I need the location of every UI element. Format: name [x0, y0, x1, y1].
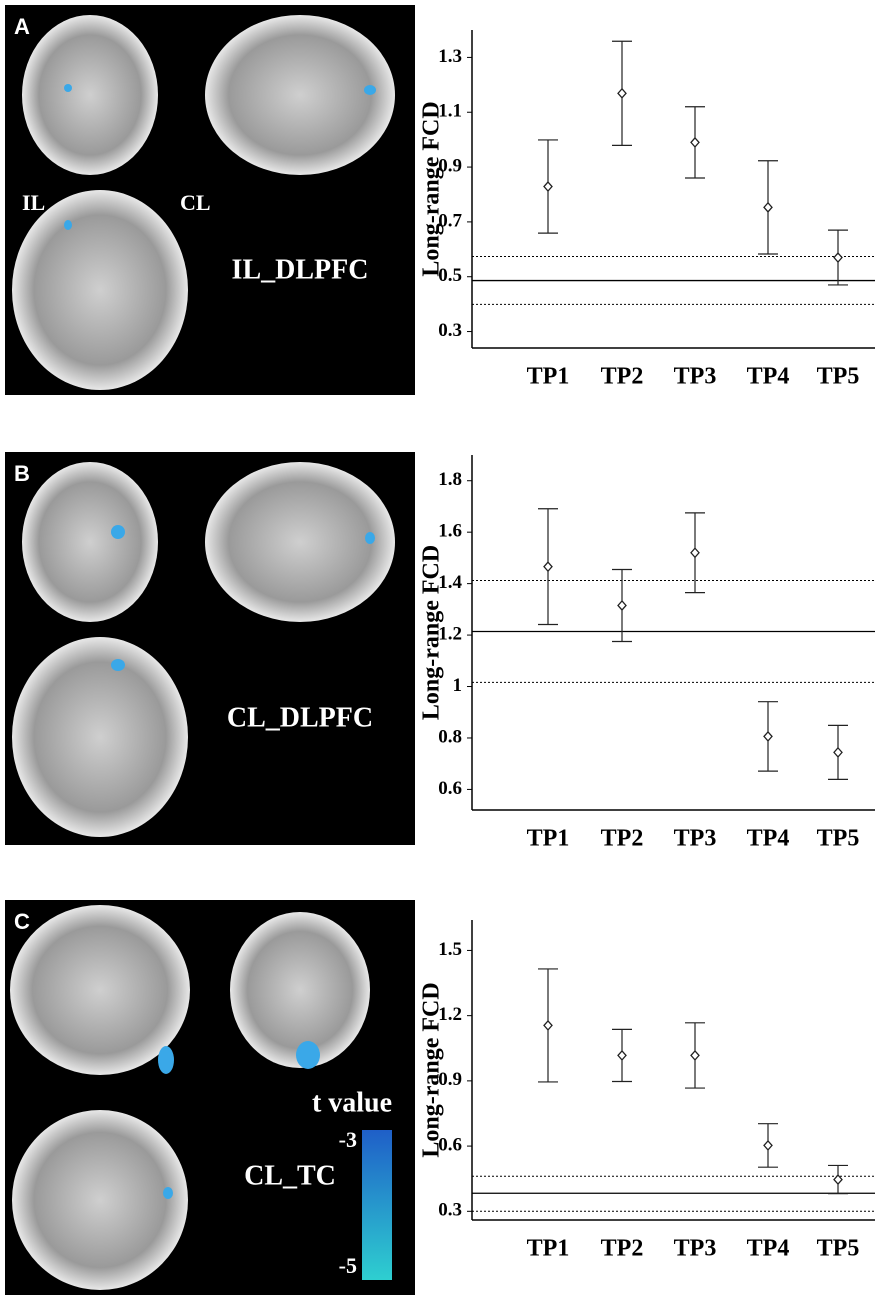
- y-tick-label: 1.6: [438, 521, 462, 542]
- brain-slices: [10, 15, 395, 1290]
- x-tick-label: TP2: [601, 364, 644, 390]
- x-tick-label: TP3: [674, 364, 717, 390]
- panel-label: A: [14, 14, 30, 39]
- x-tick-label: TP2: [601, 826, 644, 852]
- point: [543, 181, 553, 193]
- image-label: IL: [22, 190, 45, 215]
- colorbar-title: t value: [312, 1087, 392, 1118]
- colorbar-tick-label: -5: [339, 1253, 357, 1278]
- x-tick-label: TP1: [527, 364, 570, 390]
- point: [543, 1019, 553, 1031]
- y-axis-label: Long-range FCD: [419, 101, 445, 276]
- point: [833, 746, 843, 758]
- y-tick-label: 1.4: [438, 572, 462, 593]
- x-tick-label: TP3: [674, 826, 717, 852]
- y-tick-label: 0.3: [438, 1200, 462, 1221]
- y-tick-label: 0.7: [438, 210, 462, 231]
- y-tick-label: 0.3: [438, 320, 462, 341]
- y-tick-label: 0.6: [438, 1134, 462, 1155]
- image-label: CL_TC: [244, 1160, 336, 1191]
- y-tick-label: 1.2: [438, 623, 462, 644]
- y-tick-label: 0.5: [438, 265, 462, 286]
- point: [690, 1049, 700, 1061]
- y-tick-label: 0.9: [438, 155, 462, 176]
- y-axis-label: Long-range FCD: [419, 545, 445, 720]
- x-tick-label: TP2: [601, 1236, 644, 1262]
- y-tick-label: 1.1: [438, 101, 462, 122]
- y-tick-label: 1.5: [438, 939, 462, 960]
- point: [690, 136, 700, 148]
- image-label: CL_DLPFC: [227, 702, 373, 733]
- image-label: CL: [180, 190, 211, 215]
- point: [617, 1049, 627, 1061]
- y-tick-label: 1: [453, 675, 463, 696]
- panel-label: B: [14, 461, 30, 486]
- y-tick-label: 1.2: [438, 1004, 462, 1025]
- colorbar-tick-label: -3: [339, 1127, 357, 1152]
- y-tick-label: 1.8: [438, 469, 462, 490]
- y-tick-label: 0.8: [438, 726, 462, 747]
- y-tick-label: 1.3: [438, 46, 462, 67]
- point: [763, 201, 773, 213]
- point: [543, 561, 553, 573]
- x-tick-label: TP4: [747, 364, 790, 390]
- point: [763, 1139, 773, 1151]
- point: [617, 600, 627, 611]
- image-label: IL_DLPFC: [232, 254, 369, 285]
- x-tick-label: TP4: [747, 1236, 790, 1262]
- point: [617, 87, 627, 99]
- y-axis-label: Long-range FCD: [419, 982, 445, 1157]
- y-tick-label: 0.9: [438, 1069, 462, 1090]
- x-tick-label: TP5: [817, 826, 860, 852]
- point: [833, 1174, 843, 1186]
- point: [690, 547, 700, 559]
- x-tick-label: TP4: [747, 826, 790, 852]
- y-tick-label: 0.6: [438, 778, 462, 799]
- x-tick-label: TP5: [817, 364, 860, 390]
- x-tick-label: TP5: [817, 1236, 860, 1262]
- x-tick-label: TP1: [527, 1236, 570, 1262]
- x-tick-label: TP1: [527, 826, 570, 852]
- point: [833, 252, 843, 264]
- colorbar: [362, 1130, 392, 1280]
- x-tick-label: TP3: [674, 1236, 717, 1262]
- panel-label: C: [14, 909, 30, 934]
- point: [763, 730, 773, 742]
